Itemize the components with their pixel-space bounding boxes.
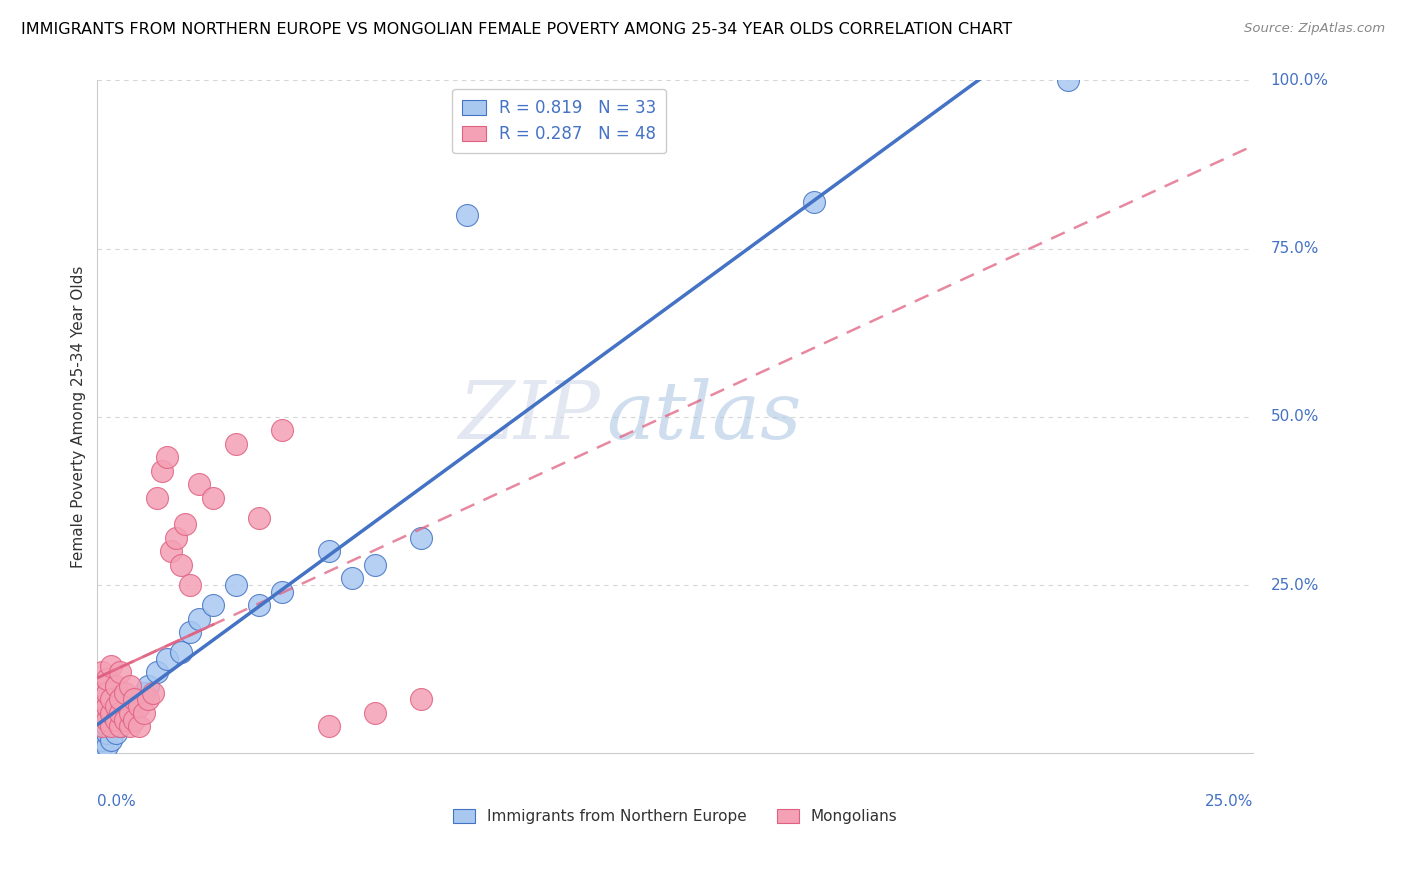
Point	[91, 706, 114, 720]
Point	[104, 699, 127, 714]
Point	[118, 706, 141, 720]
Point	[201, 598, 224, 612]
Text: 50.0%: 50.0%	[1271, 409, 1319, 425]
Point	[100, 732, 122, 747]
Point	[132, 706, 155, 720]
Text: IMMIGRANTS FROM NORTHERN EUROPE VS MONGOLIAN FEMALE POVERTY AMONG 25-34 YEAR OLD: IMMIGRANTS FROM NORTHERN EUROPE VS MONGO…	[21, 22, 1012, 37]
Point	[104, 713, 127, 727]
Point	[91, 692, 114, 706]
Point	[110, 692, 132, 706]
Point	[100, 706, 122, 720]
Point	[91, 665, 114, 680]
Point	[803, 194, 825, 209]
Point	[247, 510, 270, 524]
Point	[96, 699, 118, 714]
Point	[110, 699, 132, 714]
Point	[114, 713, 136, 727]
Text: 25.0%: 25.0%	[1205, 794, 1253, 808]
Point	[100, 692, 122, 706]
Point	[136, 679, 159, 693]
Point	[146, 665, 169, 680]
Point	[128, 699, 150, 714]
Point	[91, 719, 114, 733]
Point	[110, 665, 132, 680]
Point	[124, 692, 146, 706]
Point	[179, 578, 201, 592]
Point	[96, 686, 118, 700]
Point	[91, 739, 114, 754]
Point	[225, 436, 247, 450]
Point	[174, 517, 197, 532]
Point	[364, 706, 387, 720]
Text: 0.0%: 0.0%	[97, 794, 136, 808]
Text: Source: ZipAtlas.com: Source: ZipAtlas.com	[1244, 22, 1385, 36]
Point	[247, 598, 270, 612]
Point	[104, 706, 127, 720]
Point	[136, 692, 159, 706]
Point	[114, 713, 136, 727]
Point	[409, 692, 432, 706]
Point	[96, 672, 118, 686]
Point	[150, 464, 173, 478]
Point	[110, 719, 132, 733]
Point	[340, 571, 363, 585]
Point	[188, 477, 211, 491]
Point	[118, 706, 141, 720]
Point	[271, 584, 294, 599]
Legend: Immigrants from Northern Europe, Mongolians: Immigrants from Northern Europe, Mongoli…	[446, 801, 905, 831]
Point	[179, 625, 201, 640]
Y-axis label: Female Poverty Among 25-34 Year Olds: Female Poverty Among 25-34 Year Olds	[72, 266, 86, 568]
Point	[318, 544, 340, 558]
Point	[364, 558, 387, 572]
Point	[128, 699, 150, 714]
Point	[96, 719, 118, 733]
Text: 100.0%: 100.0%	[1271, 73, 1329, 88]
Point	[104, 679, 127, 693]
Point	[160, 544, 183, 558]
Point	[201, 491, 224, 505]
Point	[456, 208, 478, 222]
Point	[91, 679, 114, 693]
Point	[1057, 73, 1080, 87]
Point	[165, 531, 187, 545]
Point	[142, 686, 165, 700]
Text: 75.0%: 75.0%	[1271, 241, 1319, 256]
Point	[156, 652, 179, 666]
Point	[169, 558, 191, 572]
Point	[104, 726, 127, 740]
Point	[169, 645, 191, 659]
Point	[114, 686, 136, 700]
Point	[100, 713, 122, 727]
Point	[118, 679, 141, 693]
Point	[91, 732, 114, 747]
Text: ZIP: ZIP	[458, 378, 600, 456]
Point	[96, 726, 118, 740]
Point	[188, 612, 211, 626]
Point	[132, 686, 155, 700]
Point	[409, 531, 432, 545]
Point	[118, 719, 141, 733]
Point	[156, 450, 179, 465]
Point	[128, 719, 150, 733]
Point	[110, 706, 132, 720]
Point	[100, 658, 122, 673]
Point	[96, 713, 118, 727]
Point	[146, 491, 169, 505]
Point	[271, 423, 294, 437]
Point	[225, 578, 247, 592]
Point	[96, 739, 118, 754]
Text: 25.0%: 25.0%	[1271, 577, 1319, 592]
Point	[124, 692, 146, 706]
Point	[318, 719, 340, 733]
Point	[110, 719, 132, 733]
Point	[124, 713, 146, 727]
Point	[100, 719, 122, 733]
Text: atlas: atlas	[606, 378, 801, 456]
